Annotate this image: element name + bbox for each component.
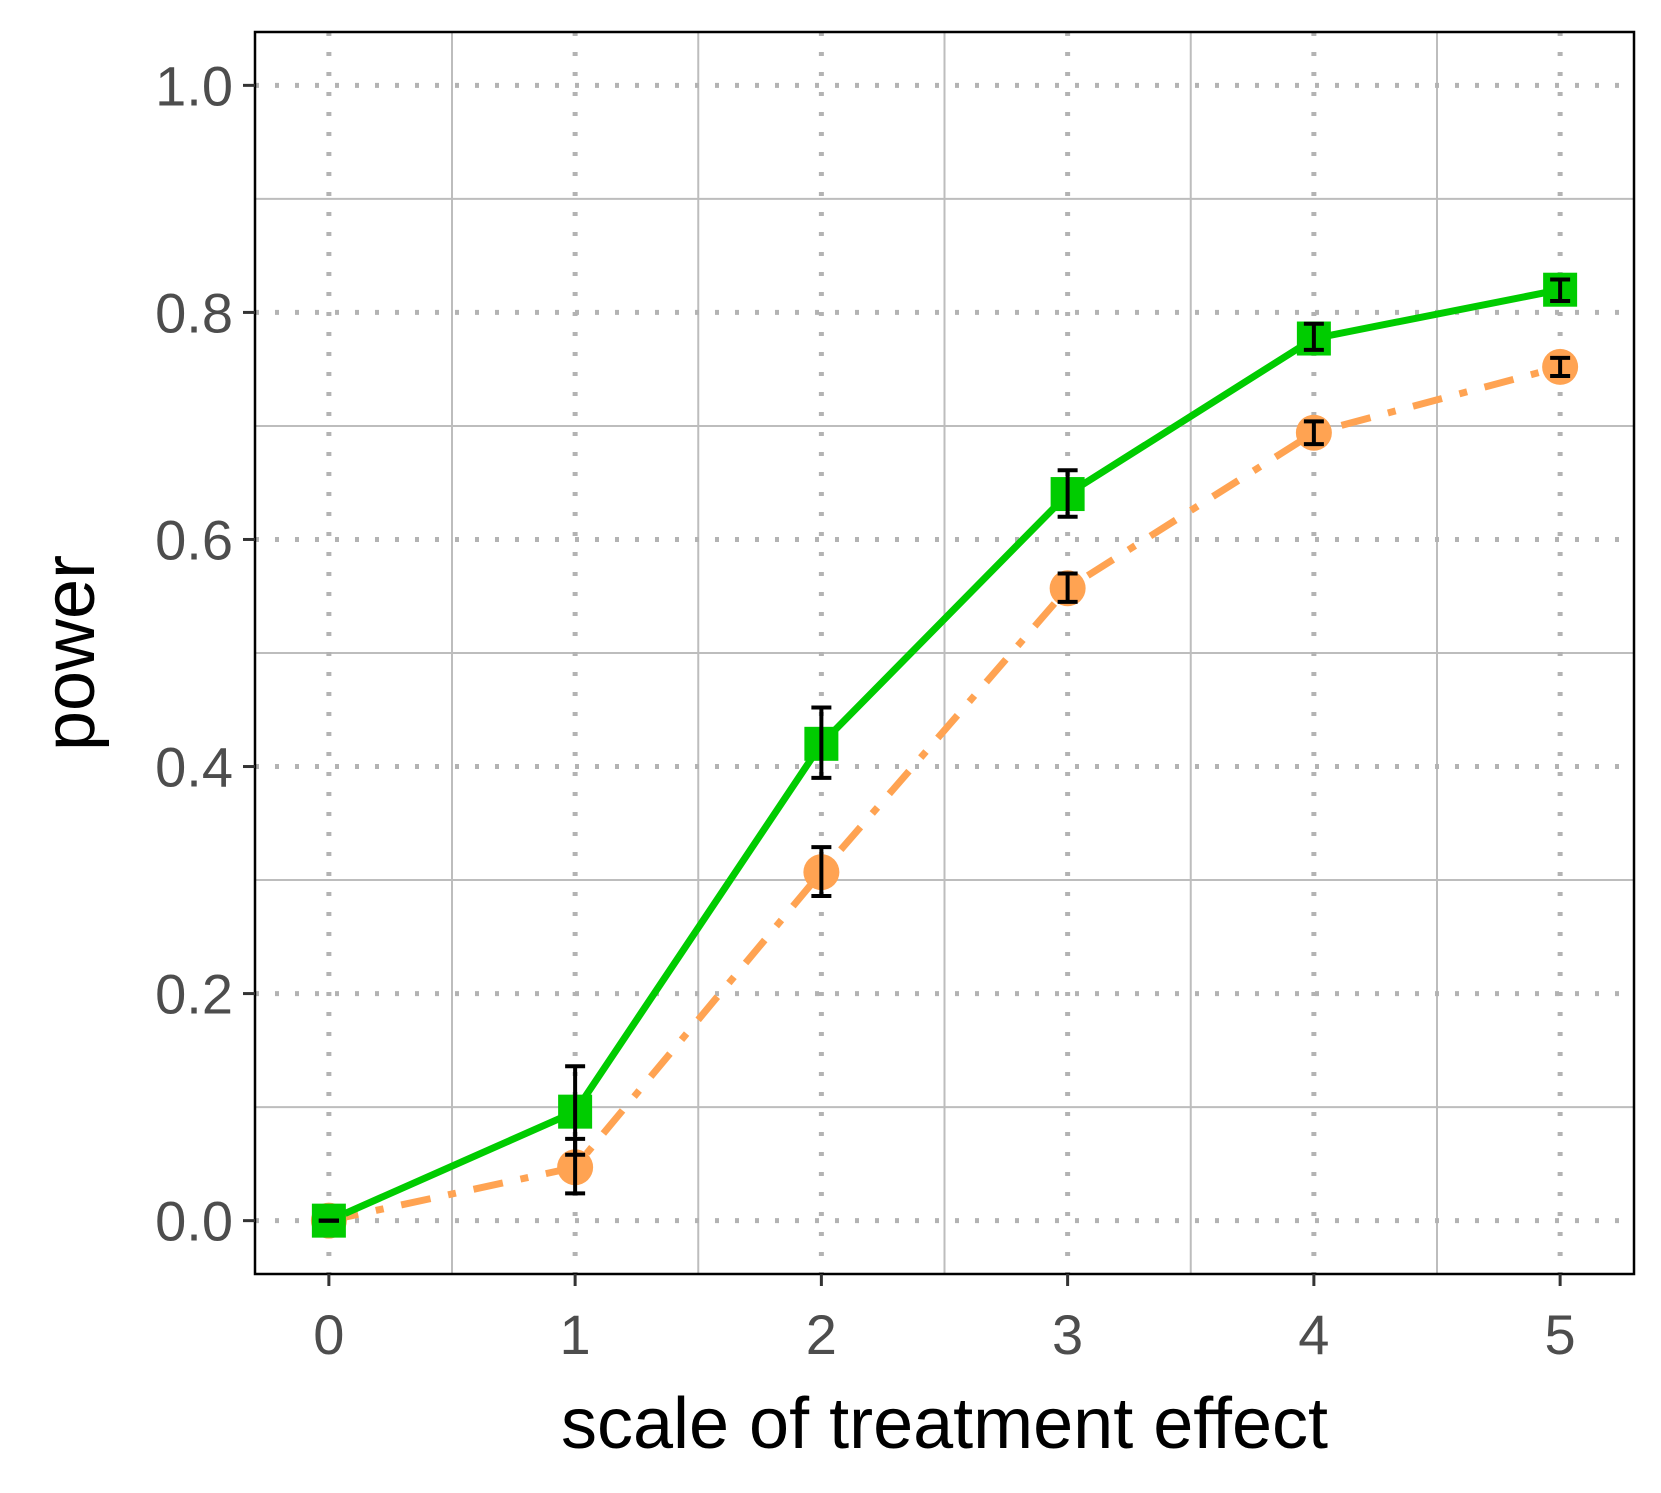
y-tick-label: 0.4 <box>155 736 233 799</box>
x-tick-label: 5 <box>1545 1303 1576 1366</box>
series-line-orange <box>328 363 1562 1225</box>
x-axis: 0 1 2 3 4 5 <box>313 1274 1576 1366</box>
x-tick-label: 1 <box>560 1303 591 1366</box>
series-line-green <box>327 286 1561 1224</box>
x-tick-label: 3 <box>1052 1303 1083 1366</box>
y-axis: 0.0 0.2 0.4 0.6 0.8 1.0 <box>155 54 255 1253</box>
y-tick-label: 1.0 <box>155 54 233 117</box>
y-axis-title: power <box>30 555 110 751</box>
x-tick-label: 2 <box>806 1303 837 1366</box>
y-tick-label: 0.6 <box>155 508 233 571</box>
y-tick-label: 0.0 <box>155 1190 233 1253</box>
series-points-green <box>311 272 1578 1238</box>
y-tick-label: 0.2 <box>155 963 233 1026</box>
x-tick-label: 0 <box>313 1303 344 1366</box>
error-bars-orange <box>318 355 1571 1223</box>
x-axis-title: scale of treatment effect <box>561 1384 1328 1464</box>
x-tick-label: 4 <box>1298 1303 1329 1366</box>
grid-lines <box>255 32 1634 1274</box>
y-tick-label: 0.8 <box>155 281 233 344</box>
plot-border <box>253 30 1636 1276</box>
